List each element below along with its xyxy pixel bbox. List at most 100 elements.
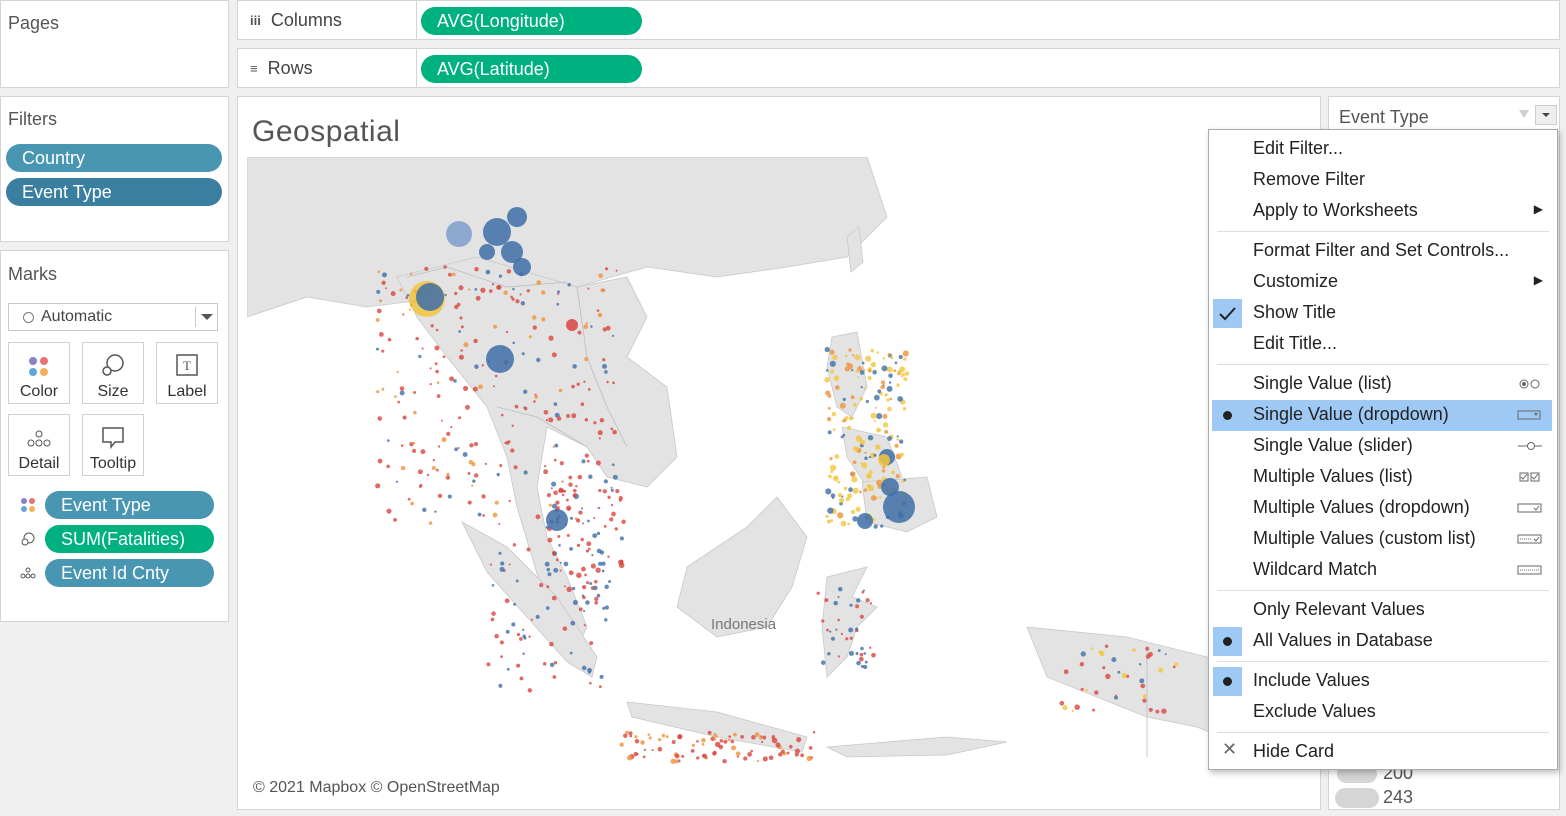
map-mark[interactable] bbox=[400, 444, 404, 447]
map-mark[interactable] bbox=[839, 402, 846, 409]
map-mark[interactable] bbox=[582, 595, 586, 600]
map-mark[interactable] bbox=[497, 285, 502, 290]
map-mark[interactable] bbox=[1145, 654, 1151, 659]
map-mark[interactable] bbox=[794, 752, 799, 757]
map-mark[interactable] bbox=[565, 498, 569, 502]
map-mark[interactable] bbox=[431, 465, 436, 471]
map-mark[interactable] bbox=[845, 497, 850, 502]
map-mark[interactable] bbox=[551, 550, 556, 555]
map-mark[interactable] bbox=[499, 566, 505, 572]
map-mark[interactable] bbox=[1079, 662, 1085, 667]
map-mark[interactable] bbox=[583, 380, 586, 383]
map-mark[interactable] bbox=[851, 368, 854, 372]
map-mark[interactable] bbox=[674, 759, 679, 764]
map-mark[interactable] bbox=[881, 478, 899, 496]
map-mark[interactable] bbox=[844, 416, 849, 420]
map-mark[interactable] bbox=[1140, 683, 1146, 689]
map-mark[interactable] bbox=[865, 598, 870, 603]
map-mark[interactable] bbox=[603, 524, 607, 528]
map-mark[interactable] bbox=[567, 283, 571, 287]
menu-item-include-values[interactable]: Include Values bbox=[1209, 666, 1557, 697]
map-mark[interactable] bbox=[405, 296, 408, 299]
map-mark[interactable] bbox=[590, 325, 593, 328]
map-mark[interactable] bbox=[1062, 705, 1068, 711]
map-mark[interactable] bbox=[578, 607, 583, 612]
map-mark[interactable] bbox=[428, 521, 433, 525]
map-mark[interactable] bbox=[850, 509, 856, 515]
map-mark[interactable] bbox=[491, 583, 495, 587]
menu-item-multiple-values-custom-list[interactable]: Multiple Values (custom list) bbox=[1209, 524, 1557, 555]
map-mark[interactable] bbox=[554, 443, 559, 448]
menu-item-edit-title[interactable]: Edit Title... bbox=[1209, 329, 1557, 360]
map-mark[interactable] bbox=[507, 207, 527, 227]
map-mark[interactable] bbox=[876, 413, 883, 420]
map-mark[interactable] bbox=[1158, 667, 1164, 673]
map-mark[interactable] bbox=[599, 674, 604, 679]
menu-item-only-relevant-values[interactable]: Only Relevant Values bbox=[1209, 595, 1557, 626]
map-mark[interactable] bbox=[528, 335, 532, 339]
map-mark[interactable] bbox=[830, 470, 834, 474]
marks-field-sum-fatalities[interactable]: SUM(Fatalities) bbox=[45, 525, 214, 553]
map-mark[interactable] bbox=[864, 660, 868, 664]
map-mark[interactable] bbox=[589, 641, 594, 646]
map-mark[interactable] bbox=[376, 390, 380, 394]
map-mark[interactable] bbox=[581, 584, 587, 590]
map-mark[interactable] bbox=[848, 416, 853, 421]
map-mark[interactable] bbox=[665, 735, 669, 739]
map-mark[interactable] bbox=[788, 744, 793, 749]
map-mark[interactable] bbox=[454, 291, 458, 296]
map-mark[interactable] bbox=[837, 512, 844, 519]
map-mark[interactable] bbox=[903, 377, 908, 382]
map-mark[interactable] bbox=[715, 735, 718, 738]
menu-item-apply-to-worksheets[interactable]: Apply to Worksheets ▶ bbox=[1209, 196, 1557, 227]
menu-item-customize[interactable]: Customize ▶ bbox=[1209, 267, 1557, 298]
map-mark[interactable] bbox=[436, 381, 440, 384]
map-mark[interactable] bbox=[874, 406, 877, 409]
map-mark[interactable] bbox=[523, 406, 528, 411]
map-mark[interactable] bbox=[485, 269, 491, 275]
map-mark[interactable] bbox=[806, 755, 813, 762]
map-mark[interactable] bbox=[557, 535, 561, 539]
map-mark[interactable] bbox=[873, 394, 880, 401]
filter-card-header[interactable]: Event Type bbox=[1329, 97, 1559, 132]
map-mark[interactable] bbox=[889, 397, 893, 401]
map-mark[interactable] bbox=[796, 737, 802, 743]
map-mark[interactable] bbox=[1094, 690, 1099, 695]
map-mark[interactable] bbox=[602, 489, 607, 494]
map-mark[interactable] bbox=[860, 386, 863, 389]
map-mark[interactable] bbox=[896, 435, 899, 438]
map-mark[interactable] bbox=[877, 389, 882, 394]
map-mark[interactable] bbox=[837, 586, 843, 592]
map-mark[interactable] bbox=[426, 473, 430, 477]
map-mark[interactable] bbox=[830, 519, 834, 523]
map-mark[interactable] bbox=[619, 742, 624, 747]
map-mark[interactable] bbox=[855, 651, 859, 656]
map-mark[interactable] bbox=[733, 732, 737, 737]
map-mark[interactable] bbox=[884, 429, 889, 434]
map-mark[interactable] bbox=[460, 325, 464, 329]
map-mark[interactable] bbox=[522, 628, 525, 631]
map-mark[interactable] bbox=[588, 547, 591, 551]
map-mark[interactable] bbox=[825, 514, 829, 518]
map-mark[interactable] bbox=[546, 509, 568, 531]
map-mark[interactable] bbox=[548, 335, 554, 341]
map-mark[interactable] bbox=[409, 272, 413, 276]
map-mark[interactable] bbox=[855, 506, 861, 512]
tooltip-button[interactable]: Tooltip bbox=[82, 414, 144, 476]
map-mark[interactable] bbox=[555, 558, 559, 562]
map-mark[interactable] bbox=[1139, 678, 1145, 684]
map-mark[interactable] bbox=[696, 756, 700, 760]
map-mark[interactable] bbox=[483, 218, 511, 246]
map-mark[interactable] bbox=[486, 662, 491, 667]
map-mark[interactable] bbox=[701, 737, 706, 743]
map-mark[interactable] bbox=[585, 600, 590, 605]
map-mark[interactable] bbox=[503, 290, 508, 296]
map-mark[interactable] bbox=[628, 731, 633, 736]
map-mark[interactable] bbox=[580, 507, 583, 510]
map-mark[interactable] bbox=[826, 628, 829, 632]
map-mark[interactable] bbox=[456, 302, 461, 307]
map-mark[interactable] bbox=[435, 468, 439, 472]
map-mark[interactable] bbox=[1105, 673, 1111, 680]
map-mark[interactable] bbox=[448, 272, 452, 277]
map-mark[interactable] bbox=[413, 391, 417, 395]
